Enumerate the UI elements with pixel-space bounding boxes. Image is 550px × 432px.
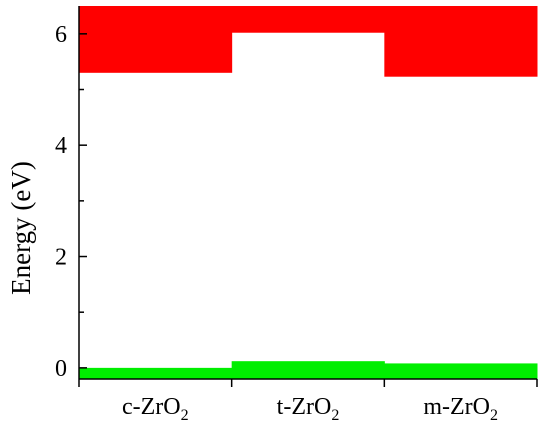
- y-axis-label: Energy (eV): [6, 161, 36, 295]
- conduction-band-3: [384, 6, 538, 77]
- valence-band-3: [384, 363, 538, 379]
- y-tick-label: 0: [55, 356, 67, 382]
- conduction-band-2: [231, 6, 385, 33]
- valence-band-2: [231, 361, 385, 379]
- axes-layer: [78, 6, 537, 380]
- bands-layer: [79, 6, 538, 379]
- conduction-band-1: [79, 6, 233, 73]
- valence-band-1: [79, 367, 233, 379]
- x-ticks: c-ZrO2 t-ZrO2 m-ZrO2: [78, 379, 538, 424]
- y-ticks: 0 2 4 6: [55, 22, 87, 382]
- category-label-2: t-ZrO2: [277, 394, 340, 424]
- y-tick-label: 4: [55, 133, 67, 159]
- y-tick-label: 6: [55, 22, 67, 48]
- category-label-3: m-ZrO2: [423, 394, 498, 424]
- category-label-1: c-ZrO2: [122, 394, 189, 424]
- y-tick-label: 2: [55, 245, 67, 271]
